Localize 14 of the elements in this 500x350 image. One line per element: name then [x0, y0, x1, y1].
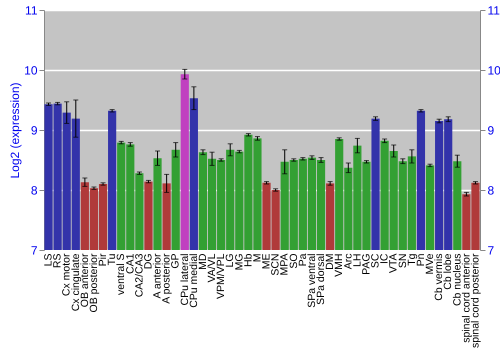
y2-tick-label: 7 [488, 244, 494, 258]
y2-tick-label: 9 [488, 124, 494, 138]
x-tick-label: LG [224, 254, 236, 268]
y2-tick-label: 10 [488, 64, 500, 78]
y2-tick-label: 8 [488, 184, 494, 198]
y-axis-title: Log2 (expression) [8, 82, 22, 179]
x-tick-label: MVe [424, 253, 436, 275]
y-tick-label: 8 [30, 184, 38, 198]
x-tick-label: RS [52, 254, 64, 268]
y-tick-label: 7 [30, 244, 38, 258]
y-tick-label: 10 [24, 64, 38, 78]
y2-tick-label: 11 [488, 4, 500, 18]
y-tick-label: 11 [25, 4, 38, 18]
y-tick-label: 9 [30, 124, 38, 138]
